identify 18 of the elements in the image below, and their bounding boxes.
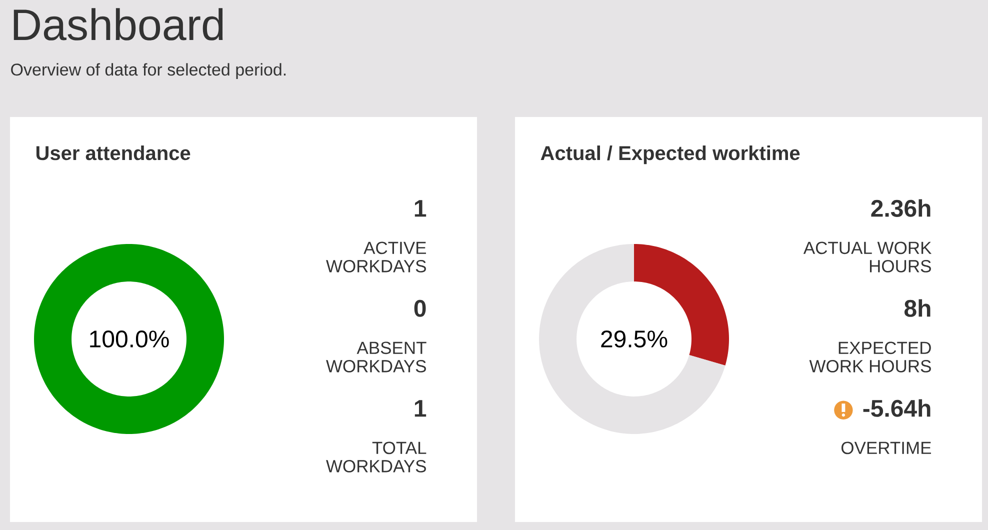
text: 0 — [414, 300, 426, 317]
text: TOTAL WORKDAYS — [326, 442, 426, 472]
text: ACTIVE WORKDAYS — [326, 242, 426, 272]
text: -5.64h — [863, 399, 930, 417]
chart-title: Actual / Expected worktime — [540, 145, 800, 164]
text: 100.0% — [90, 330, 169, 348]
chart-title: User attendance — [36, 145, 190, 160]
text: Overview of data for selected period. — [11, 63, 286, 80]
text: ABSENT WORKDAYS — [326, 342, 426, 372]
text: 2.36h — [871, 199, 930, 217]
text: EXPECTED WORK HOURS — [809, 342, 931, 372]
text: ACTUAL WORK HOURS — [803, 242, 932, 272]
text: Dashboard — [14, 8, 223, 40]
text: 1 — [414, 400, 426, 417]
text: 29.5% — [601, 330, 668, 348]
text: 8h — [904, 299, 930, 317]
text: 1 — [414, 200, 426, 217]
text: OVERTIME — [841, 442, 931, 454]
